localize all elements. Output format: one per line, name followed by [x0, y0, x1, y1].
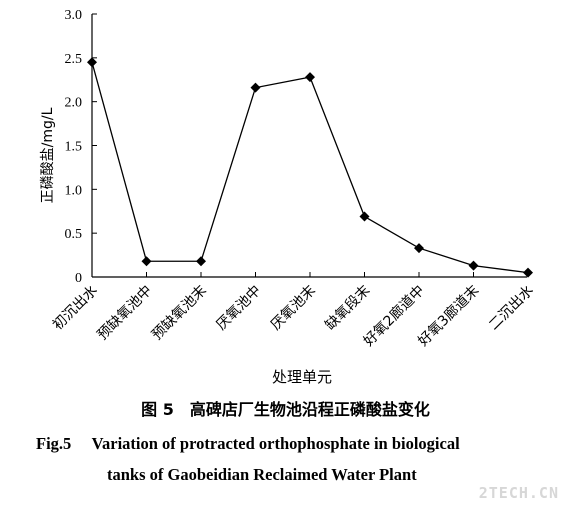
x-tick-label: 厌氧池末	[268, 283, 319, 334]
y-tick-label: 0.5	[65, 227, 83, 242]
data-point	[359, 211, 370, 222]
y-tick-label: 3.0	[65, 8, 83, 23]
series-line	[91, 62, 529, 274]
x-tick-label: 初沉出水	[49, 282, 101, 334]
y-tick-label: 2.5	[65, 52, 83, 67]
figure-caption-chinese: 图 5 高碑店厂生物池沿程正磷酸盐变化	[141, 400, 430, 419]
chart-axes	[91, 14, 527, 278]
y-tick-label: 1.0	[65, 183, 83, 198]
x-tick-label: 缺氧段末	[322, 283, 373, 334]
y-tick-label: 0	[75, 271, 82, 286]
watermark: 2TECH.CN	[478, 484, 559, 502]
data-point	[414, 243, 424, 254]
data-point	[87, 57, 97, 68]
data-point	[250, 82, 261, 93]
y-axis-ticks: 0 0.5 1.0 1.5 2.0 2.5 3.0	[65, 8, 97, 286]
data-point	[468, 260, 479, 271]
data-series	[87, 57, 533, 278]
y-axis-label: 正磷酸盐/mg/L	[40, 107, 56, 203]
data-point	[141, 256, 152, 267]
data-point	[523, 267, 533, 278]
caption-english-line-1: Fig.5 Variation of protracted orthophosp…	[36, 434, 460, 453]
x-tick-label: 预缺氧池末	[149, 283, 210, 344]
x-tick-label: 厌氧池中	[213, 283, 264, 334]
y-tick-label: 2.0	[65, 96, 83, 111]
y-tick-label: 1.5	[65, 140, 83, 155]
data-point	[305, 72, 315, 83]
caption-english-line-2: tanks of Gaobeidian Reclaimed Water Plan…	[107, 465, 417, 484]
x-tick-label: 二沉出水	[486, 283, 537, 334]
figure-caption-english: Fig.5 Variation of protracted orthophosp…	[36, 428, 556, 490]
x-tick-label: 预缺氧池中	[95, 283, 156, 344]
data-point	[196, 256, 206, 267]
x-axis-label: 处理单元	[272, 368, 332, 386]
